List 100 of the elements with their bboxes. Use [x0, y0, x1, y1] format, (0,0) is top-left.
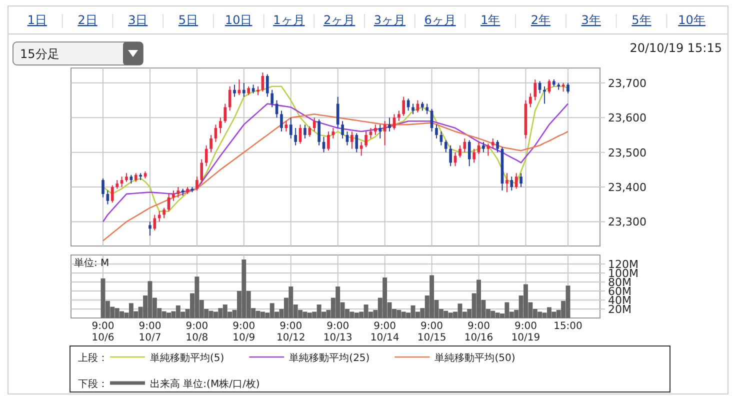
- y-tick-label: 23,400: [608, 181, 646, 194]
- x-tick-label: 9:00 10/15: [417, 321, 446, 344]
- legend-label: 単純移動平均(50): [434, 352, 516, 364]
- candlestick: [153, 214, 156, 231]
- candlestick: [318, 118, 320, 146]
- candlestick: [482, 141, 485, 153]
- candlestick: [289, 117, 292, 139]
- candlestick: [378, 124, 382, 139]
- candlestick: [102, 178, 104, 198]
- candlestick: [172, 190, 175, 202]
- candlestick: [341, 120, 344, 139]
- text: 1日: [27, 13, 47, 27]
- candlestick: [106, 190, 110, 205]
- candlestick: [280, 110, 283, 132]
- x-tick-label: 9:00 10/6: [92, 321, 114, 344]
- candlestick: [440, 130, 443, 146]
- candlestick: [412, 103, 414, 115]
- candlestick: [548, 78, 551, 94]
- candlestick: [261, 72, 264, 92]
- candlestick: [148, 221, 152, 236]
- candlestick: [388, 117, 391, 132]
- candlestick: [162, 207, 166, 219]
- candlestick: [520, 172, 522, 188]
- candlestick: [196, 176, 198, 191]
- x-tick-label: 9:00 10/9: [232, 321, 256, 344]
- candlestick: [214, 124, 218, 142]
- x-tick-label: 9:00 10/16: [464, 321, 494, 344]
- candlestick: [529, 92, 532, 108]
- text: 3年: [581, 13, 601, 27]
- y-tick-label: 23,300: [608, 216, 646, 229]
- candlestick: [355, 132, 358, 153]
- candlestick: [294, 128, 297, 146]
- candlestick: [364, 130, 368, 148]
- candlestick: [491, 138, 494, 150]
- candlestick: [392, 114, 396, 130]
- candlestick: [435, 124, 438, 139]
- candlestick: [477, 141, 480, 155]
- candlestick: [308, 126, 312, 138]
- y-tick-label: 23,700: [608, 76, 646, 90]
- legend-label: 単純移動平均(5): [150, 352, 224, 364]
- text: 20/10/19 15:15: [630, 41, 722, 55]
- candlestick: [219, 117, 222, 134]
- text: 10日: [224, 13, 252, 27]
- x-tick-label: 9:00 10/19: [511, 321, 540, 344]
- y-tick-label: 23,500: [608, 146, 646, 160]
- candlestick: [322, 136, 326, 153]
- x-tick-label: 9:00 10/7: [138, 321, 162, 344]
- text: 10年: [678, 13, 706, 27]
- candlestick: [543, 86, 546, 104]
- candlestick: [210, 134, 212, 153]
- y-tick-label: 20M: [608, 303, 632, 316]
- candlestick: [233, 84, 236, 98]
- candlestick: [449, 144, 452, 167]
- candlestick: [416, 100, 420, 113]
- candlestick: [463, 138, 466, 153]
- candlestick: [284, 120, 288, 132]
- candlestick: [444, 140, 448, 153]
- text: 2ヶ月: [324, 13, 356, 27]
- candlestick: [514, 172, 518, 190]
- candlestick: [120, 176, 124, 188]
- legend-title: 下段：: [78, 378, 108, 390]
- candlestick: [270, 89, 274, 108]
- x-tick-label: 9:00 10/8: [186, 321, 208, 344]
- candlestick: [242, 82, 246, 98]
- candlestick: [566, 82, 570, 94]
- candlestick: [374, 124, 377, 136]
- candlestick: [468, 140, 471, 167]
- candlestick: [472, 148, 476, 164]
- text: 3ヶ月: [374, 13, 406, 27]
- candlestick: [506, 172, 508, 193]
- y-tick-label: 23,600: [608, 112, 646, 125]
- candlestick: [350, 130, 354, 150]
- text: 1ヶ月: [273, 13, 305, 27]
- x-tick-label: 15:00: [554, 321, 582, 332]
- y-axis-title: 単位: M: [74, 257, 110, 269]
- candlestick: [402, 96, 406, 116]
- candlestick: [398, 110, 400, 122]
- legend-title: 上段：: [78, 352, 108, 364]
- text: 5日: [178, 13, 198, 27]
- candlestick: [369, 128, 372, 139]
- candlestick: [486, 143, 490, 156]
- candlestick: [346, 130, 349, 146]
- text: 3日: [128, 13, 148, 27]
- candlestick: [275, 100, 278, 118]
- candlestick: [383, 120, 386, 146]
- x-tick-label: 9:00 10/12: [276, 321, 306, 344]
- text: 5年: [632, 13, 652, 27]
- candlestick: [312, 117, 316, 132]
- candlestick: [360, 141, 363, 156]
- candlestick: [332, 128, 335, 139]
- candlestick: [238, 78, 241, 96]
- candlestick: [304, 124, 306, 139]
- candlestick: [538, 80, 542, 94]
- candlestick: [176, 186, 180, 198]
- x-tick-label: 9:00 10/13: [323, 321, 352, 344]
- text: 15分足: [20, 47, 60, 61]
- candlestick: [298, 124, 302, 144]
- x-tick-label: 9:00 10/14: [370, 321, 400, 344]
- legend-label: 単純移動平均(25): [289, 352, 370, 364]
- candlestick: [327, 130, 330, 152]
